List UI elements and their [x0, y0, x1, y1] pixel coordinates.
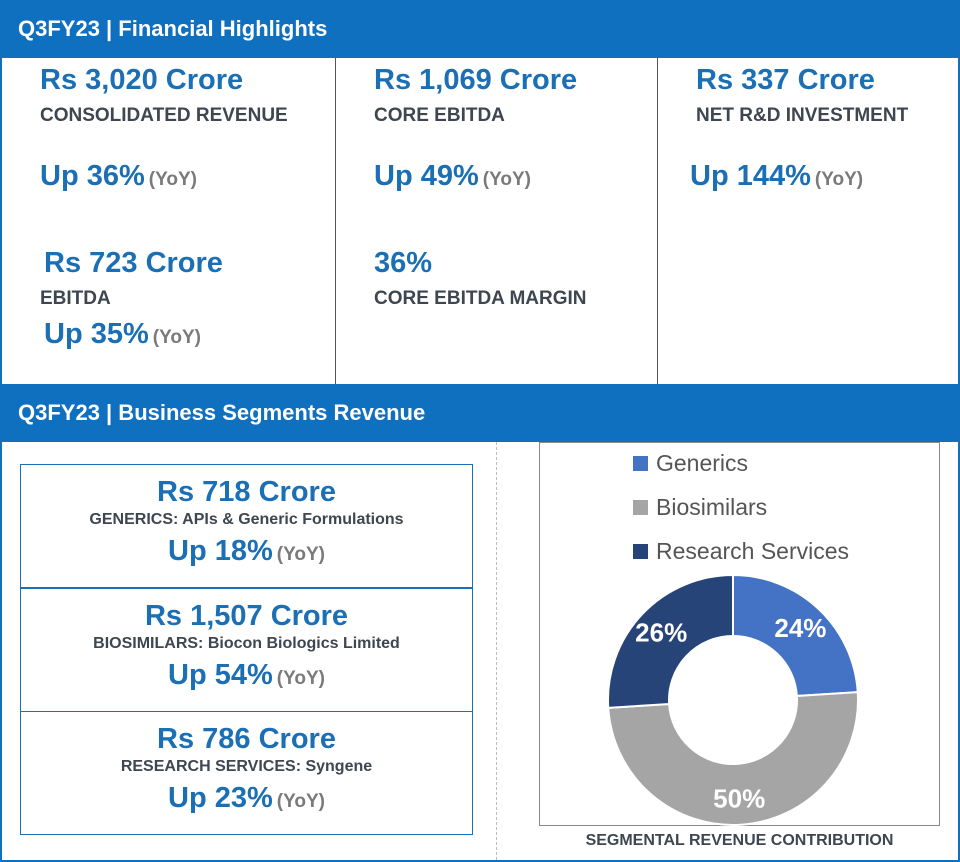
segments-title: Q3FY23 | Business Segments Revenue: [18, 400, 426, 425]
ebitda-value: Rs 723 Crore: [44, 247, 223, 279]
ebitda-label: EBITDA: [40, 288, 111, 309]
legend-item-generics: Generics: [633, 450, 748, 477]
segment-desc: BIOSIMILARS: Biocon Biologics Limited: [93, 635, 400, 652]
segment-card-generics: Rs 718 Crore GENERICS: APIs & Generic Fo…: [20, 464, 473, 588]
legend-item-research: Research Services: [633, 538, 849, 565]
segment-desc: GENERICS: APIs & Generic Formulations: [89, 511, 404, 528]
segments-header: Q3FY23 | Business Segments Revenue: [0, 384, 960, 442]
rnd-growth: Up 144% (YoY): [690, 160, 863, 193]
core-ebitda-growth: Up 49% (YoY): [374, 160, 531, 193]
revenue-growth: Up 36% (YoY): [40, 160, 197, 193]
segment-growth: Up 18% (YoY): [21, 531, 472, 575]
financial-highlights-header: Q3FY23 | Financial Highlights: [0, 0, 960, 58]
segment-desc: RESEARCH SERVICES: Syngene: [120, 758, 373, 775]
revenue-yoy: (YoY): [148, 169, 197, 190]
segments-divider: [496, 442, 497, 860]
slice-generics: [732, 573, 859, 698]
highlights-panel: [0, 58, 960, 384]
column-divider-2: [657, 58, 658, 384]
legend-item-biosimilars: Biosimilars: [633, 494, 767, 521]
legend-label: Research Services: [656, 538, 850, 564]
revenue-growth-value: Up 36%: [40, 160, 145, 192]
core-ebitda-value: Rs 1,069 Crore: [374, 64, 578, 96]
column-divider-1: [335, 58, 336, 384]
revenue-label: CONSOLIDATED REVENUE: [40, 105, 288, 126]
segment-value: Rs 1,507 Crore: [144, 600, 349, 632]
segment-yoy: (YoY): [276, 544, 325, 565]
core-ebitda-yoy: (YoY): [482, 169, 531, 190]
slice-label-research: 26%: [635, 618, 687, 648]
slice-biosimilars: [607, 691, 859, 826]
segments-panel: [0, 442, 960, 862]
segment-yoy: (YoY): [276, 791, 325, 812]
segment-growth-value: Up 18%: [168, 535, 273, 567]
legend-swatch: [633, 544, 648, 559]
core-ebitda-growth-value: Up 49%: [374, 160, 479, 192]
segment-growth: Up 23% (YoY): [21, 778, 472, 822]
slice-label-biosimilars: 50%: [713, 783, 765, 813]
legend-swatch: [633, 500, 648, 515]
segment-growth: Up 54% (YoY): [21, 655, 472, 699]
rnd-label: NET R&D INVESTMENT: [696, 105, 909, 126]
slice-label-generics: 24%: [774, 613, 826, 643]
segment-value: Rs 786 Crore: [157, 723, 336, 755]
core-margin-label: CORE EBITDA MARGIN: [374, 288, 587, 309]
core-ebitda-label: CORE EBITDA: [374, 105, 505, 126]
rnd-yoy: (YoY): [814, 169, 864, 190]
segment-growth-value: Up 54%: [168, 659, 273, 691]
revenue-value: Rs 3,020 Crore: [40, 64, 244, 96]
chart-caption: SEGMENTAL REVENUE CONTRIBUTION: [585, 832, 894, 849]
legend-label: Biosimilars: [656, 494, 768, 520]
financial-highlights-title: Q3FY23 | Financial Highlights: [18, 16, 328, 41]
legend-label: Generics: [656, 450, 749, 476]
ebitda-growth-value: Up 35%: [44, 318, 149, 350]
segment-card-biosimilars: Rs 1,507 Crore BIOSIMILARS: Biocon Biolo…: [20, 588, 473, 712]
slice-research: [607, 573, 734, 709]
legend-swatch: [633, 456, 648, 471]
ebitda-growth: Up 35% (YoY): [44, 318, 201, 351]
segment-yoy: (YoY): [276, 668, 325, 689]
core-margin-value: 36%: [374, 247, 433, 279]
rnd-growth-value: Up 144%: [690, 160, 811, 192]
donut-chart: 24% 50% 26%: [607, 573, 859, 826]
segment-card-research: Rs 786 Crore RESEARCH SERVICES: Syngene …: [20, 711, 473, 835]
rnd-value: Rs 337 Crore: [696, 64, 875, 96]
ebitda-yoy: (YoY): [152, 327, 201, 348]
segment-growth-value: Up 23%: [168, 782, 273, 814]
segment-value: Rs 718 Crore: [157, 476, 336, 508]
